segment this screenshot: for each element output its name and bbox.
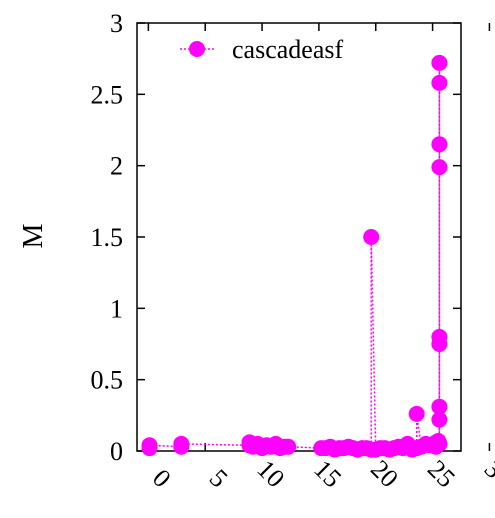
series-line [148, 62, 441, 451]
x-tick-label: 0 [147, 464, 177, 494]
y-tick-label: 2.5 [91, 80, 124, 109]
x-tick-label: 10 [251, 454, 290, 493]
data-point [431, 74, 448, 91]
y-axis-label: M [18, 223, 49, 248]
legend: cascadeasf [180, 35, 343, 64]
data-point [431, 136, 448, 153]
y-tick-label: 2 [110, 152, 123, 181]
data-point [431, 54, 448, 71]
x-tick-label: 30 [479, 454, 495, 493]
series-layer [141, 54, 448, 458]
data-point [173, 435, 190, 452]
data-point [431, 328, 448, 345]
y-tick-label: 1 [110, 294, 123, 323]
x-tick-label: 20 [365, 454, 404, 493]
y-axis: 0 0.5 1 1.5 2 2.5 3 [91, 9, 461, 466]
data-point [363, 229, 380, 245]
data-point [431, 411, 448, 428]
data-point [431, 398, 448, 415]
legend-label: cascadeasf [232, 35, 343, 64]
x-tick-label: 25 [422, 454, 461, 493]
data-point [408, 405, 425, 422]
y-tick-label: 1.5 [91, 223, 124, 252]
plot-frame [136, 22, 462, 452]
y-tick-label: 0.5 [91, 366, 124, 395]
data-point [141, 437, 158, 454]
x-tick-label: 15 [308, 454, 347, 493]
x-tick-label: 5 [204, 464, 234, 494]
legend-marker [189, 41, 205, 57]
data-point [431, 435, 448, 452]
data-point [431, 159, 448, 176]
data-point [280, 438, 297, 455]
y-tick-label: 3 [110, 9, 123, 38]
plot-border [136, 22, 462, 452]
y-tick-label: 0 [110, 437, 123, 466]
